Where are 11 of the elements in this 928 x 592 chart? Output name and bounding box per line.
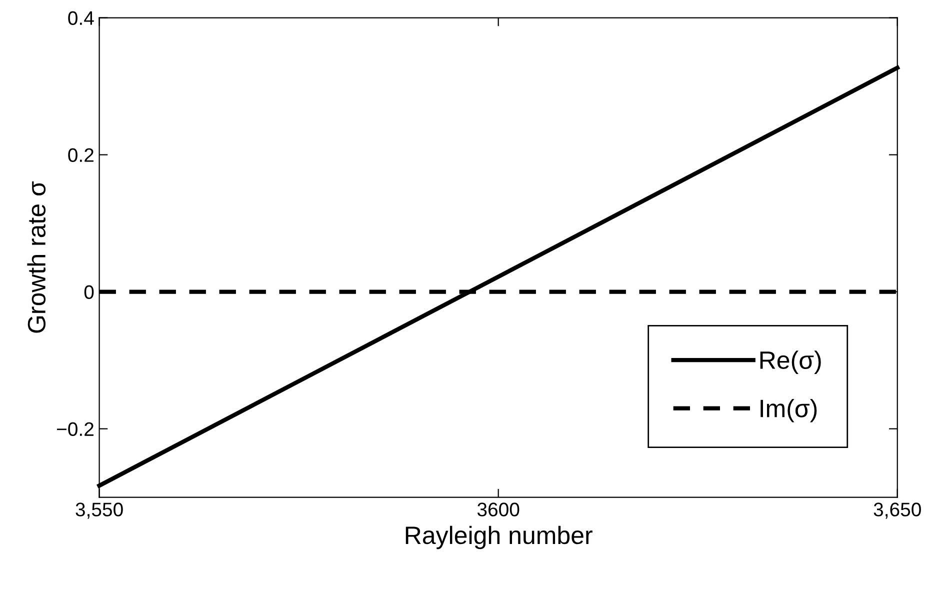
x-tick-label: 3600 — [477, 502, 520, 516]
y-axis-title: Growth rate σ — [27, 181, 46, 333]
x-axis-title: Rayleigh number — [406, 526, 592, 550]
y-tick-label: 0.4 — [68, 11, 94, 25]
x-tick-label: 3,650 — [874, 502, 921, 519]
y-tick-label: 0 — [84, 285, 94, 300]
legend-label: Re(σ) — [760, 350, 821, 374]
y-tick-label: 0.2 — [68, 148, 94, 162]
y-tick-label: −0.2 — [57, 422, 94, 436]
legend-label: Im(σ) — [760, 398, 817, 422]
x-tick-label: 3,550 — [76, 502, 123, 519]
